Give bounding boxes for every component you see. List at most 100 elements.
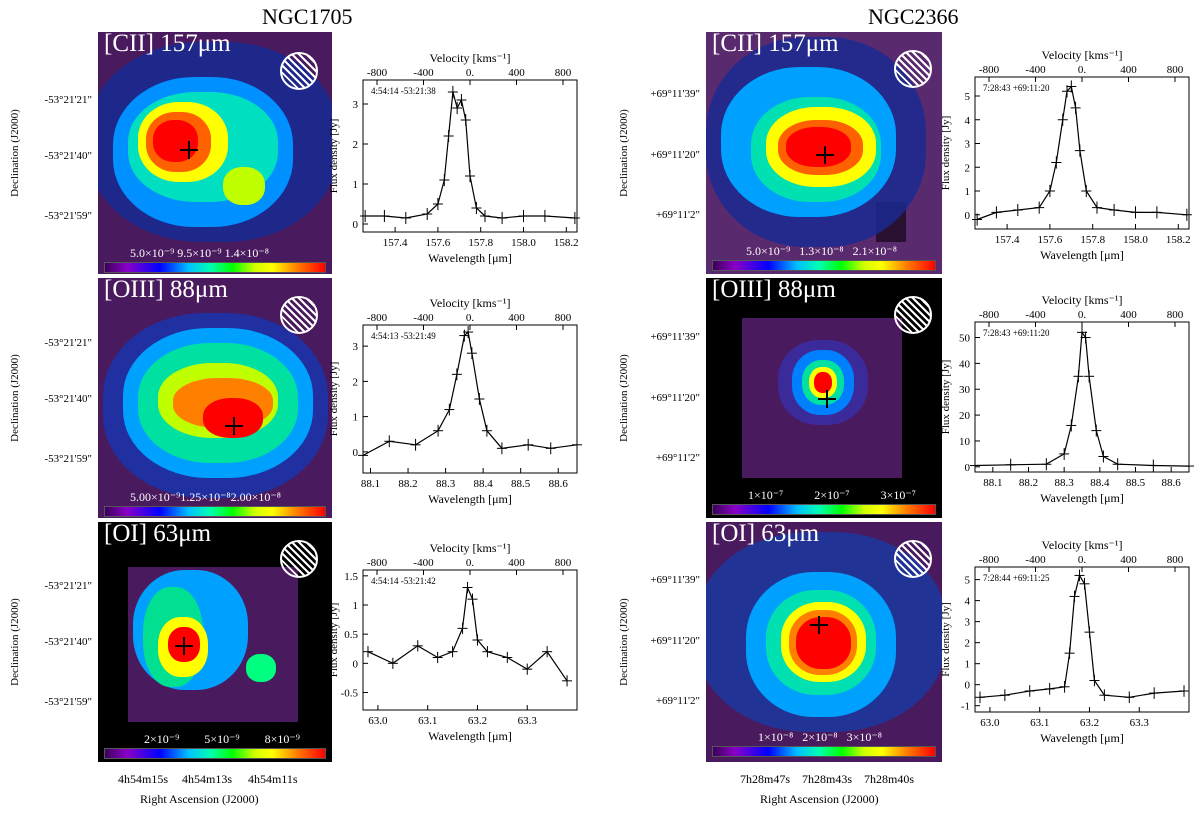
peak-cross-icon [810,616,828,634]
dec-tick: -53°21'40" [44,393,92,405]
peak-cross-icon [818,390,836,408]
x-tick-label: 63.1 [418,715,437,727]
velocity-tick-label: 400 [1120,64,1137,76]
spectrum-line [367,585,568,682]
velocity-tick-label: -400 [1025,554,1046,566]
velocity-tick-label: 800 [555,67,572,79]
map-line-label: [CII] 157μm [712,32,839,57]
x-tick-label: 157.4 [995,234,1020,246]
y-tick-label: 0 [965,680,971,692]
colorbar [104,748,326,759]
x-tick-label: 88.6 [1162,477,1182,489]
ra-tick: 4h54m11s [248,772,298,786]
y-tick-label: 1 [353,179,359,191]
dec-tick: +69°11'39" [650,574,700,586]
x-tick-label: 88.2 [1019,477,1038,489]
dec-tick: -53°21'40" [44,150,92,162]
velocity-tick-label: -800 [979,64,1000,76]
colorbar [104,262,326,273]
dec-axis-label: Declination (J2000) [9,598,21,686]
ra-axis-label: Right Ascension (J2000) [760,792,879,806]
y-tick-label: 0.5 [344,629,358,641]
y-tick-label: 1.5 [344,571,358,583]
y-tick-label: 2 [353,139,359,151]
velocity-tick-label: -800 [979,309,1000,321]
colorbar-labels: 1×10⁻⁷ 2×10⁻⁷ 3×10⁻⁷ [748,488,916,502]
beam-icon [894,50,932,88]
y-tick-label: -1 [961,701,970,713]
map-ngc1705-cii: [CII] 157μm 5.0×10⁻⁹ 9.5×10⁻⁹ 1.4×10⁻⁸ [98,32,332,274]
map-line-label: [OI] 63μm [104,522,212,547]
colorbar [712,504,936,515]
y-tick-label: -0.5 [341,688,359,700]
velocity-tick-label: 400 [508,557,525,569]
x-tick-label: 158.0 [1123,234,1148,246]
velocity-tick-label: -800 [367,557,388,569]
peak-cross-icon [180,141,198,159]
dec-axis-label: Declination (J2000) [618,598,630,686]
spectrum-line [362,330,578,456]
velocity-tick-label: 400 [1120,309,1137,321]
wavelength-axis-label: Wavelength [μm] [1040,731,1124,745]
colorbar-labels: 5.0×10⁻⁹ 1.3×10⁻⁸ 2.1×10⁻⁸ [746,244,897,258]
colorbar-labels: 1×10⁻⁸ 2×10⁻⁸ 3×10⁻⁸ [758,730,882,744]
x-tick-label: 157.4 [383,237,408,249]
spectrum-line [974,330,1190,467]
velocity-tick-label: 800 [555,557,572,569]
x-tick-label: 157.6 [1038,234,1063,246]
y-tick-label: 10 [959,436,971,448]
peak-cross-icon [175,637,193,655]
velocity-tick-label: -400 [413,312,434,324]
spectrum-coord-label: 7:28:43 +69:11:20 [983,328,1050,338]
y-tick-label: 0 [353,658,359,670]
y-tick-label: 3 [965,617,971,629]
velocity-tick-label: -400 [413,557,434,569]
ra-tick: 4h54m13s [182,772,233,786]
x-tick-label: 158.2 [554,237,579,249]
dec-tick: -53°21'59" [44,453,92,465]
velocity-tick-label: 800 [1167,64,1184,76]
y-tick-label: 5 [965,575,971,587]
dec-axis-label: Declination (J2000) [618,354,630,442]
x-tick-label: 88.5 [1126,477,1146,489]
wavelength-axis-label: Wavelength [μm] [428,251,512,265]
map-line-label: [OIII] 88μm [104,278,228,303]
map-ngc2366-oi: [OI] 63μm 1×10⁻⁸ 2×10⁻⁸ 3×10⁻⁸ [706,522,942,762]
x-tick-label: 88.3 [1055,477,1075,489]
velocity-tick-label: 0. [1078,309,1087,321]
velocity-tick-label: 400 [1120,554,1137,566]
galaxy-title-ngc1705: NGC1705 [262,4,353,29]
x-tick-label: 88.5 [511,478,531,490]
colorbar [712,260,936,271]
x-tick-label: 158.2 [1166,234,1191,246]
y-tick-label: 1 [353,600,359,612]
velocity-axis-label: Velocity [kms⁻¹] [1042,293,1123,307]
y-tick-label: 50 [959,333,971,345]
peak-cross-icon [225,417,243,435]
dec-tick: +69°11'20" [650,392,700,404]
map-line-label: [CII] 157μm [104,32,231,57]
velocity-tick-label: -400 [413,67,434,79]
dec-axis-label: Declination (J2000) [9,354,21,442]
ra-tick: 4h54m15s [118,772,169,786]
spectrum-coord-label: 4:54:14 -53:21:38 [371,86,436,96]
spectrum-line [979,573,1185,698]
velocity-axis-label: Velocity [kms⁻¹] [1042,538,1123,552]
colorbar-labels: 5.00×10⁻⁹1.25×10⁻⁸2.00×10⁻⁸ [130,490,281,504]
dec-tick: -53°21'21" [44,94,92,106]
map-line-label: [OIII] 88μm [712,278,836,303]
x-tick-label: 157.8 [468,237,493,249]
velocity-tick-label: 800 [1167,309,1184,321]
colorbar-labels: 2×10⁻⁹ 5×10⁻⁹ 8×10⁻⁹ [144,732,300,746]
velocity-tick-label: 0. [1078,64,1087,76]
y-tick-label: 3 [353,99,359,111]
x-tick-label: 88.4 [474,478,494,490]
velocity-axis-label: Velocity [kms⁻¹] [430,296,511,310]
velocity-tick-label: -400 [1025,309,1046,321]
y-tick-label: 30 [959,384,971,396]
velocity-tick-label: -800 [367,67,388,79]
dec-tick: -53°21'59" [44,696,92,708]
peak-cross-icon [816,146,834,164]
wavelength-axis-label: Wavelength [μm] [428,492,512,506]
velocity-axis-label: Velocity [kms⁻¹] [430,51,511,65]
